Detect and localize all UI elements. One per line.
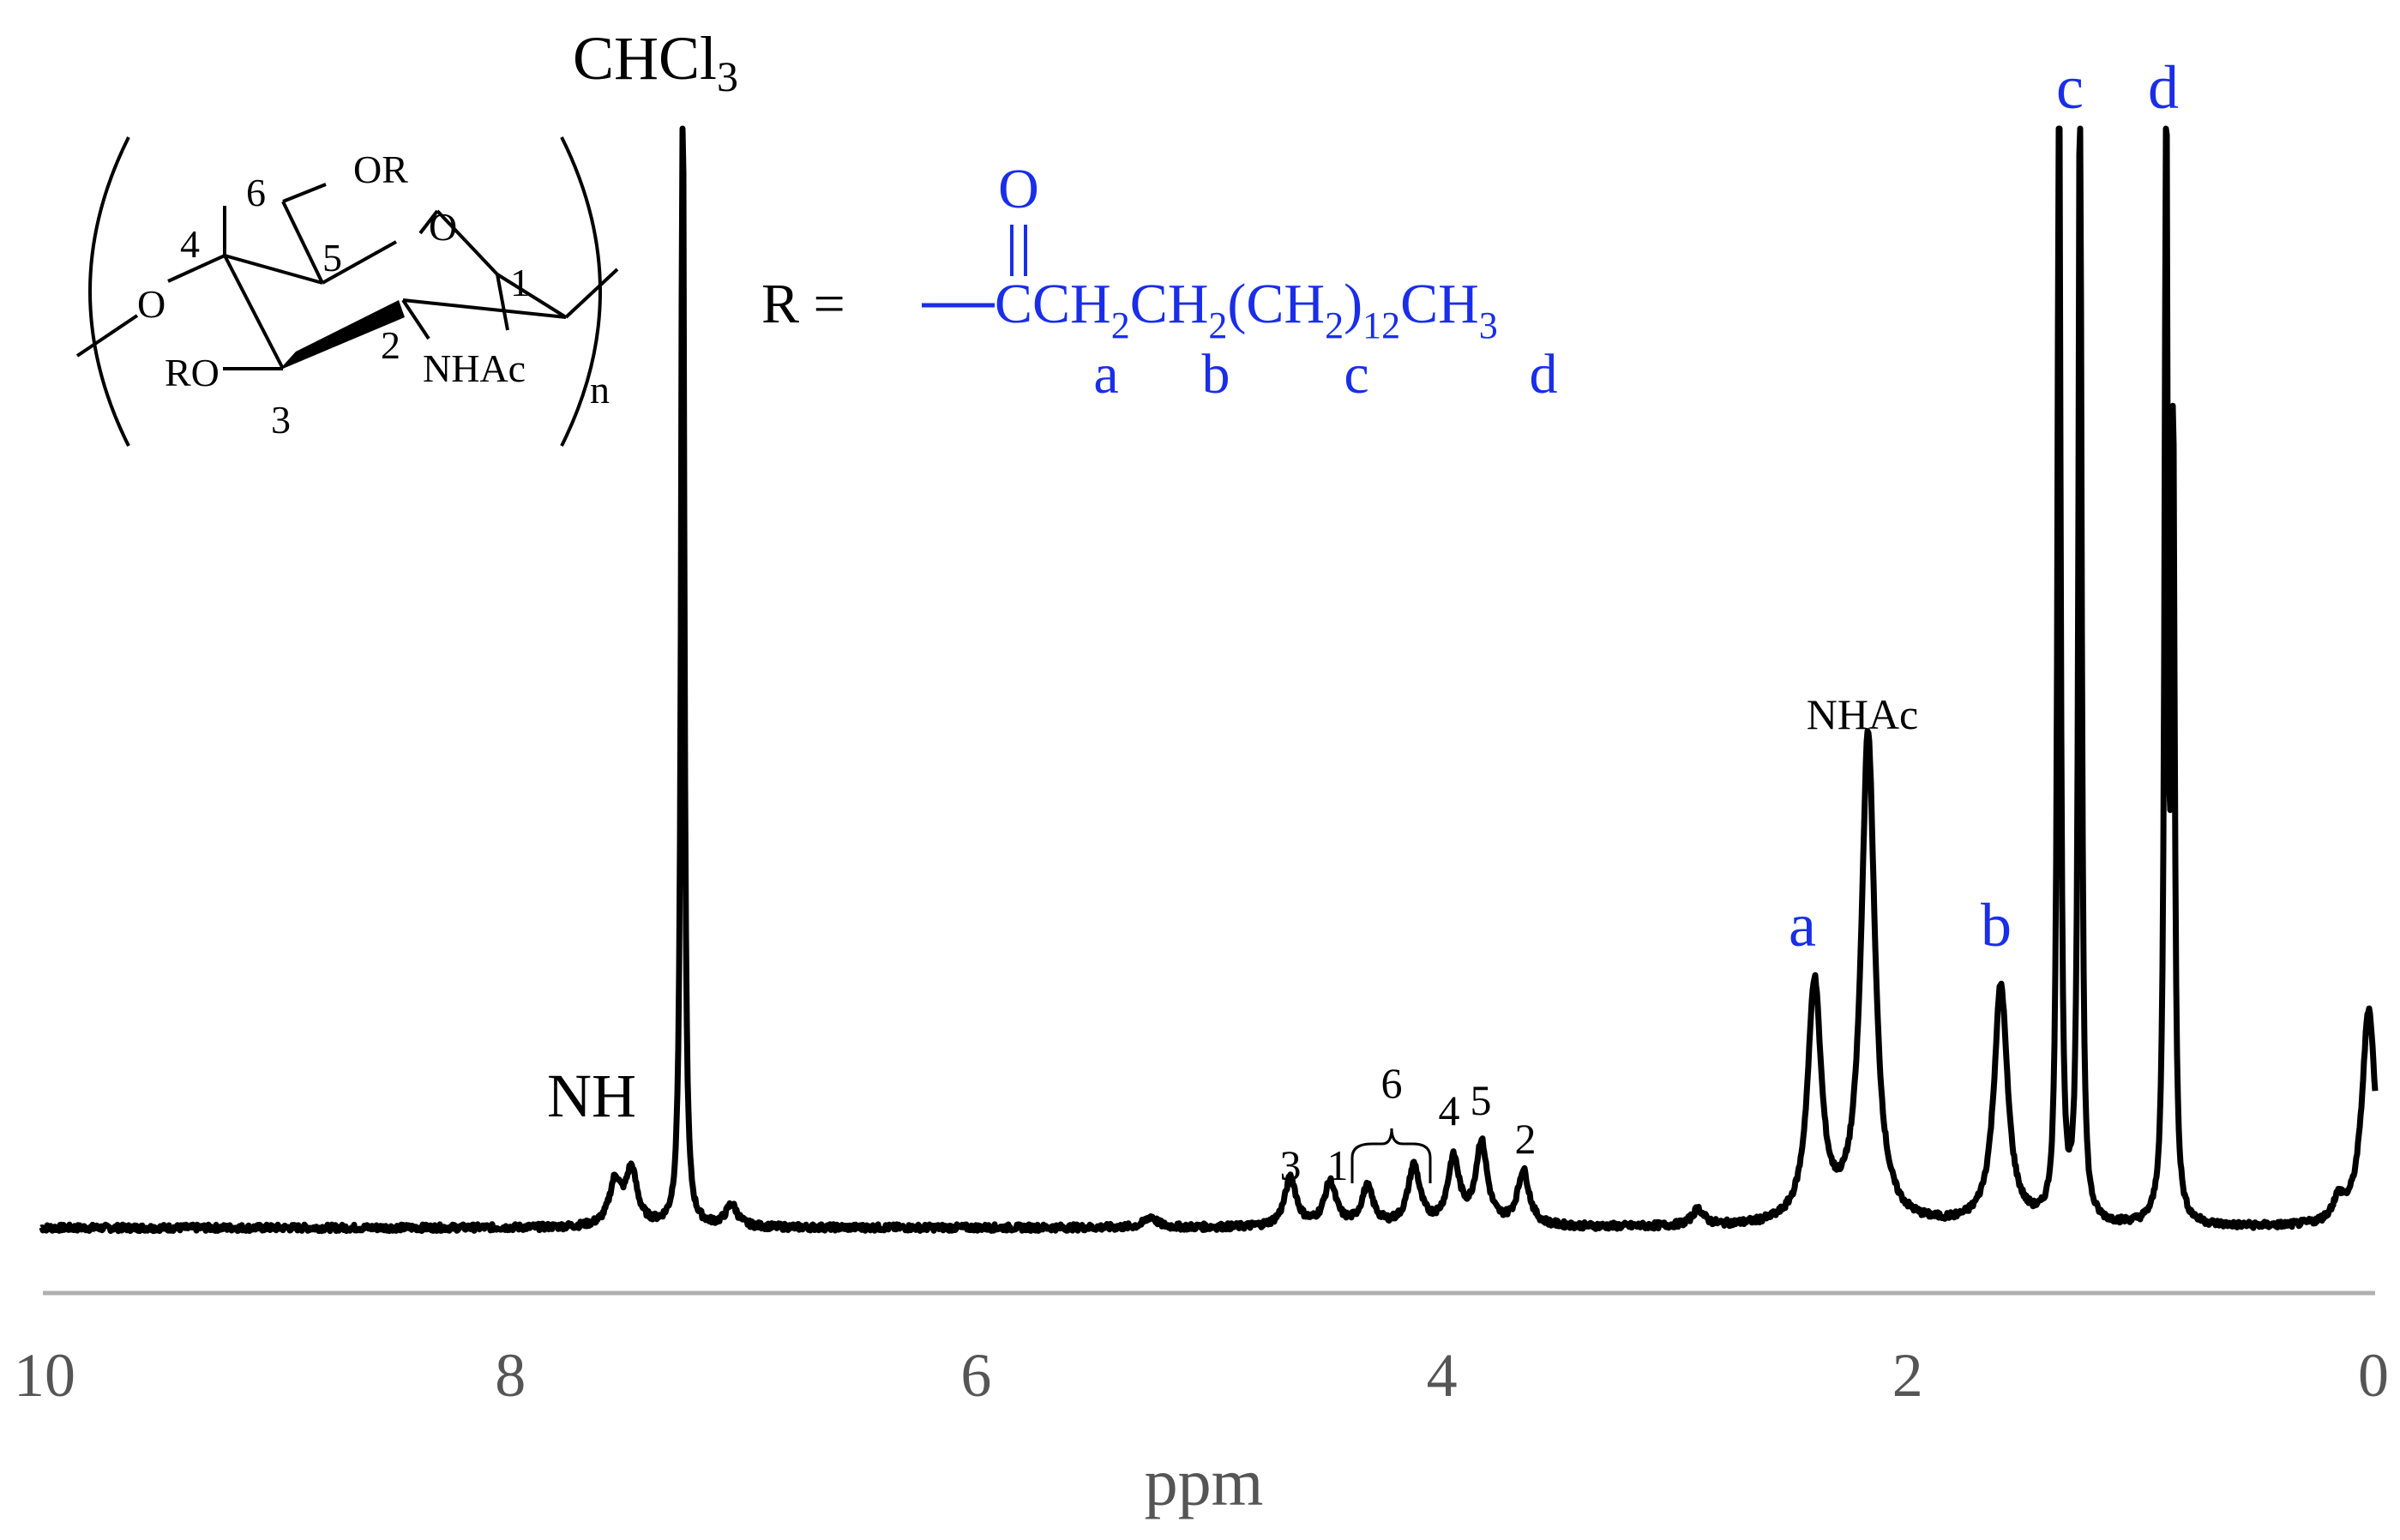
svg-text:NHAc: NHAc <box>423 346 526 390</box>
svg-text:2: 2 <box>381 323 400 367</box>
x-tick-label: 0 <box>2358 1341 2389 1410</box>
x-tick-label: 2 <box>1892 1341 1923 1410</box>
svg-text:6: 6 <box>246 171 266 214</box>
svg-text:RO: RO <box>165 351 220 394</box>
label-peak-b: b <box>1981 891 2012 959</box>
label-peak-2: 2 <box>1515 1115 1537 1163</box>
x-tick-label: 4 <box>1427 1341 1458 1410</box>
spectrum-line <box>39 125 2379 1235</box>
bracket-6 <box>1350 1128 1432 1183</box>
svg-text:4: 4 <box>180 222 200 266</box>
chitin-structure: OR 6 4 5 O 1 O 2 NHAc RO 3 n <box>75 136 619 447</box>
label-peak-3: 3 <box>1280 1141 1302 1189</box>
label-chcl3: CHCl3 <box>573 24 738 100</box>
svg-text:3: 3 <box>271 398 291 442</box>
svg-text:O: O <box>429 205 457 249</box>
right-bracket <box>560 136 602 447</box>
label-peak-c: c <box>2056 53 2084 122</box>
ring-bonds <box>75 183 619 370</box>
svg-text:5: 5 <box>322 236 342 280</box>
label-peak-d: d <box>2148 53 2179 122</box>
svg-text:OR: OR <box>353 147 408 191</box>
svg-text:CCH2CH2(CH2)12CH3: CCH2CH2(CH2)12CH3 <box>995 273 1498 346</box>
svg-text:1: 1 <box>510 261 530 304</box>
x-tick-label: 8 <box>495 1341 526 1410</box>
x-tick-label: 6 <box>960 1341 991 1410</box>
svg-text:R =: R = <box>761 273 845 335</box>
label-peak-5: 5 <box>1471 1076 1492 1124</box>
label-peak-a: a <box>1789 891 1816 959</box>
svg-text:O: O <box>998 158 1039 220</box>
label-peak-1: 1 <box>1327 1141 1349 1189</box>
x-axis-title: ppm <box>1145 1445 1264 1519</box>
x-tick-labels: 10 8 6 4 2 0 <box>14 1341 2389 1410</box>
label-peak-6: 6 <box>1381 1059 1403 1107</box>
x-tick-label: 10 <box>14 1341 75 1410</box>
svg-text:c: c <box>1344 343 1368 406</box>
svg-text:d: d <box>1530 343 1558 406</box>
r-group-formula: R = O CCH2CH2(CH2)12CH3 a b c d <box>761 158 1558 406</box>
label-nh: NH <box>547 1062 636 1130</box>
svg-text:n: n <box>590 368 610 412</box>
label-nhac: NHAc <box>1807 690 1919 738</box>
left-bracket <box>88 136 130 447</box>
label-peak-4: 4 <box>1439 1086 1460 1134</box>
svg-text:b: b <box>1202 343 1230 406</box>
svg-text:O: O <box>137 282 165 326</box>
svg-text:a: a <box>1093 343 1118 406</box>
ring-wedge <box>279 300 405 370</box>
